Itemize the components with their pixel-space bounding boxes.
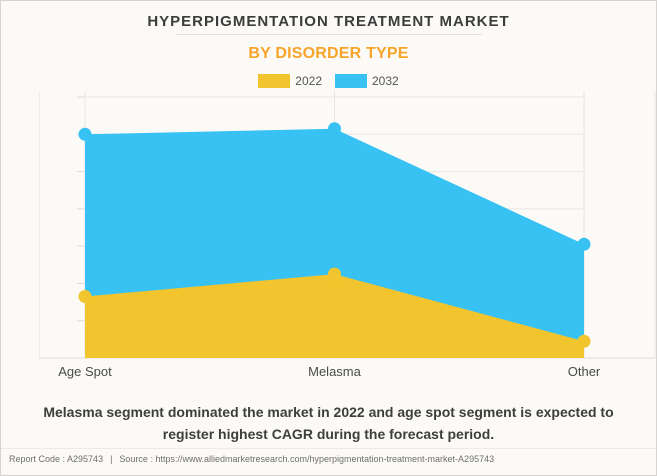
data-point-2022-melasma[interactable] <box>328 267 341 281</box>
x-axis-label-melasma: Melasma <box>308 364 362 379</box>
data-point-2032-age-spot[interactable] <box>78 127 92 141</box>
data-point-2022-other[interactable] <box>577 334 591 348</box>
x-axis-label-age-spot: Age Spot <box>58 364 112 379</box>
chart-caption: Melasma segment dominated the market in … <box>19 402 639 445</box>
legend-swatch-2032 <box>335 74 367 88</box>
legend-item-2032[interactable]: 2032 <box>335 74 399 88</box>
chart-subtitle: BY DISORDER TYPE <box>248 45 409 62</box>
footer-bar: Report Code : A295743 | Source : https:/… <box>1 448 656 464</box>
area-chart[interactable]: Age Spot Melasma Other <box>1 86 657 396</box>
source-text: Source : https://www.alliedmarketresearc… <box>119 454 495 464</box>
legend-label-2022: 2022 <box>295 74 322 88</box>
caption-line-1: Melasma segment dominated the market in … <box>43 404 614 420</box>
data-point-2032-other[interactable] <box>577 237 591 251</box>
x-axis-label-other: Other <box>568 364 601 379</box>
caption-line-2: register highest CAGR during the forecas… <box>162 425 495 442</box>
legend-swatch-2022 <box>258 74 291 88</box>
series-area-2022[interactable] <box>85 274 584 358</box>
footer-separator: | <box>110 454 113 464</box>
title-divider <box>175 34 482 35</box>
legend-label-2032: 2032 <box>372 74 399 88</box>
page-title: HYPERPIGMENTATION TREATMENT MARKET <box>147 13 510 30</box>
data-point-2032-melasma[interactable] <box>328 122 341 136</box>
legend: 2022 2032 <box>1 74 656 88</box>
data-point-2022-age-spot[interactable] <box>78 289 92 303</box>
report-code: Report Code : A295743 <box>9 454 104 464</box>
legend-item-2022[interactable]: 2022 <box>258 74 322 88</box>
